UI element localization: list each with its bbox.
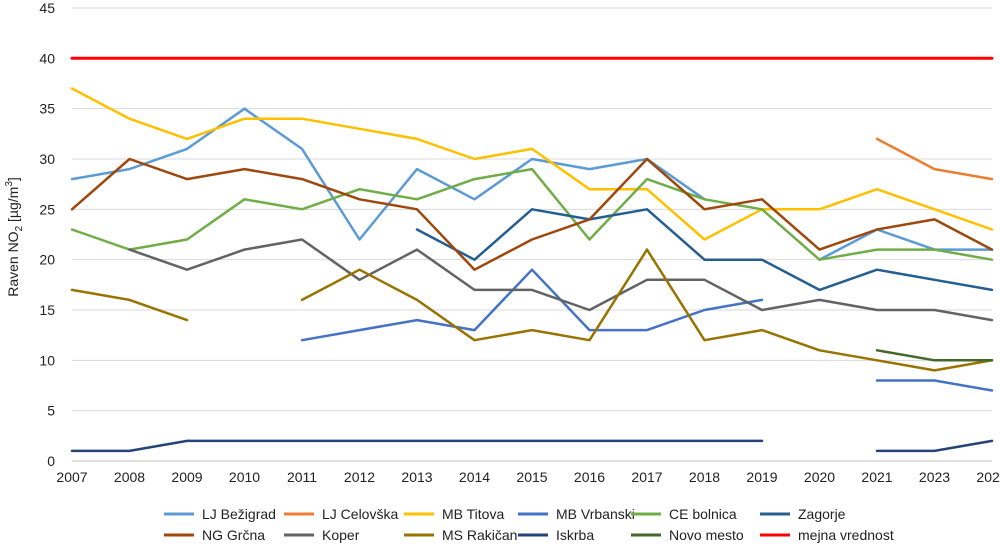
legend-label: Zagorje (798, 506, 846, 522)
series-koper (128, 238, 994, 322)
legend-label: LJ Celovška (322, 506, 398, 522)
y-tick-label: 20 (39, 252, 55, 268)
legend-item: LJ Bežigrad (164, 506, 276, 522)
y-tick-label: 40 (39, 50, 55, 66)
x-tick-label: 2021 (861, 469, 892, 485)
legend-item: MB Vrbanski (518, 506, 635, 522)
legend-label: LJ Bežigrad (202, 506, 276, 522)
series-zagorje (415, 208, 994, 292)
series-line (875, 137, 994, 181)
legend-label: MB Vrbanski (556, 506, 635, 522)
series-mb-vrbanski (300, 268, 994, 392)
y-tick-label: 0 (47, 453, 55, 469)
series-line (128, 238, 994, 322)
legend-item: Koper (284, 527, 360, 543)
x-tick-label: 2007 (56, 469, 87, 485)
legend: LJ Bežigrad LJ Celovška MB Titova MB Vrbans… (164, 506, 894, 543)
x-tick-label: 2008 (114, 469, 145, 485)
x-tick-label: 2015 (516, 469, 547, 485)
y-tick-label: 10 (39, 352, 55, 368)
series-iskrba (70, 439, 994, 453)
x-tick-label: 2023 (919, 469, 950, 485)
x-tick-label: 2016 (574, 469, 605, 485)
x-tick-label: 2011 (287, 469, 317, 485)
legend-label: MB Titova (442, 506, 504, 522)
x-tick-label: 2017 (631, 469, 662, 485)
series-ng-gr-na (70, 157, 994, 271)
legend-item: Iskrba (518, 527, 594, 543)
series-line (818, 228, 994, 261)
y-tick-label: 5 (47, 403, 55, 419)
x-tick-label: 2014 (459, 469, 490, 485)
y-tick-label: 30 (39, 151, 55, 167)
legend-item: Novo mesto (631, 527, 744, 543)
legend-label: NG Grčna (202, 527, 265, 543)
x-tick-label: 2020 (804, 469, 835, 485)
y-axis-ticks: 0 5 10 15 20 25 30 35 40 45 (39, 0, 55, 469)
series-line (875, 439, 994, 453)
x-tick-label: 2018 (689, 469, 720, 485)
series-lj-celov-ka (875, 137, 994, 181)
series-lines (70, 56, 994, 453)
legend-label: mejna vrednost (798, 527, 894, 543)
series-novo-mesto (875, 349, 994, 362)
y-axis-title-sup: 3 (4, 181, 15, 187)
legend-item: mejna vrednost (760, 527, 894, 543)
y-tick-label: 45 (39, 0, 55, 16)
legend-item: NG Grčna (164, 527, 265, 543)
series-mb-titova (70, 87, 994, 241)
x-axis-ticks: 2007 2008 2009 2010 2011 2012 2013 2014 2015 2016… (56, 469, 1000, 485)
y-tick-label: 15 (39, 302, 55, 318)
series-line (875, 349, 994, 362)
x-tick-label: 2009 (171, 469, 202, 485)
series-ms-raki-an (70, 248, 994, 372)
legend-label: Iskrba (556, 527, 594, 543)
legend-item: MS Rakičan (404, 527, 517, 543)
legend-label: Novo mesto (669, 527, 744, 543)
series-line (70, 439, 764, 453)
legend-item: MB Titova (404, 506, 504, 522)
y-axis-title-middle: [µg/m (5, 187, 21, 226)
legend-item: Zagorje (760, 506, 846, 522)
x-tick-label: 2024 (976, 469, 1000, 485)
series-ce-bolnica (70, 167, 994, 261)
legend-item: CE bolnica (631, 506, 737, 522)
series-line (70, 87, 994, 241)
legend-item: LJ Celovška (284, 506, 398, 522)
y-tick-label: 25 (39, 201, 55, 217)
series-line (70, 167, 994, 261)
series-line (70, 157, 994, 271)
y-axis-title-prefix: Raven NO (5, 231, 21, 296)
x-tick-label: 2012 (344, 469, 375, 485)
series-line (300, 268, 764, 342)
x-tick-label: 2010 (229, 469, 260, 485)
legend-label: CE bolnica (669, 506, 737, 522)
series-line (415, 208, 994, 292)
y-axis-title: Raven NO2 [µg/m3] (4, 177, 25, 297)
y-tick-label: 35 (39, 101, 55, 117)
series-line (70, 288, 189, 322)
series-line (875, 379, 994, 392)
x-tick-label: 2013 (401, 469, 432, 485)
series-line (300, 248, 994, 372)
x-tick-label: 2019 (746, 469, 777, 485)
y-axis-title-sub: 2 (14, 225, 25, 231)
legend-label: Koper (322, 527, 360, 543)
legend-label: MS Rakičan (442, 527, 517, 543)
y-axis-title-suffix: ] (5, 177, 21, 181)
